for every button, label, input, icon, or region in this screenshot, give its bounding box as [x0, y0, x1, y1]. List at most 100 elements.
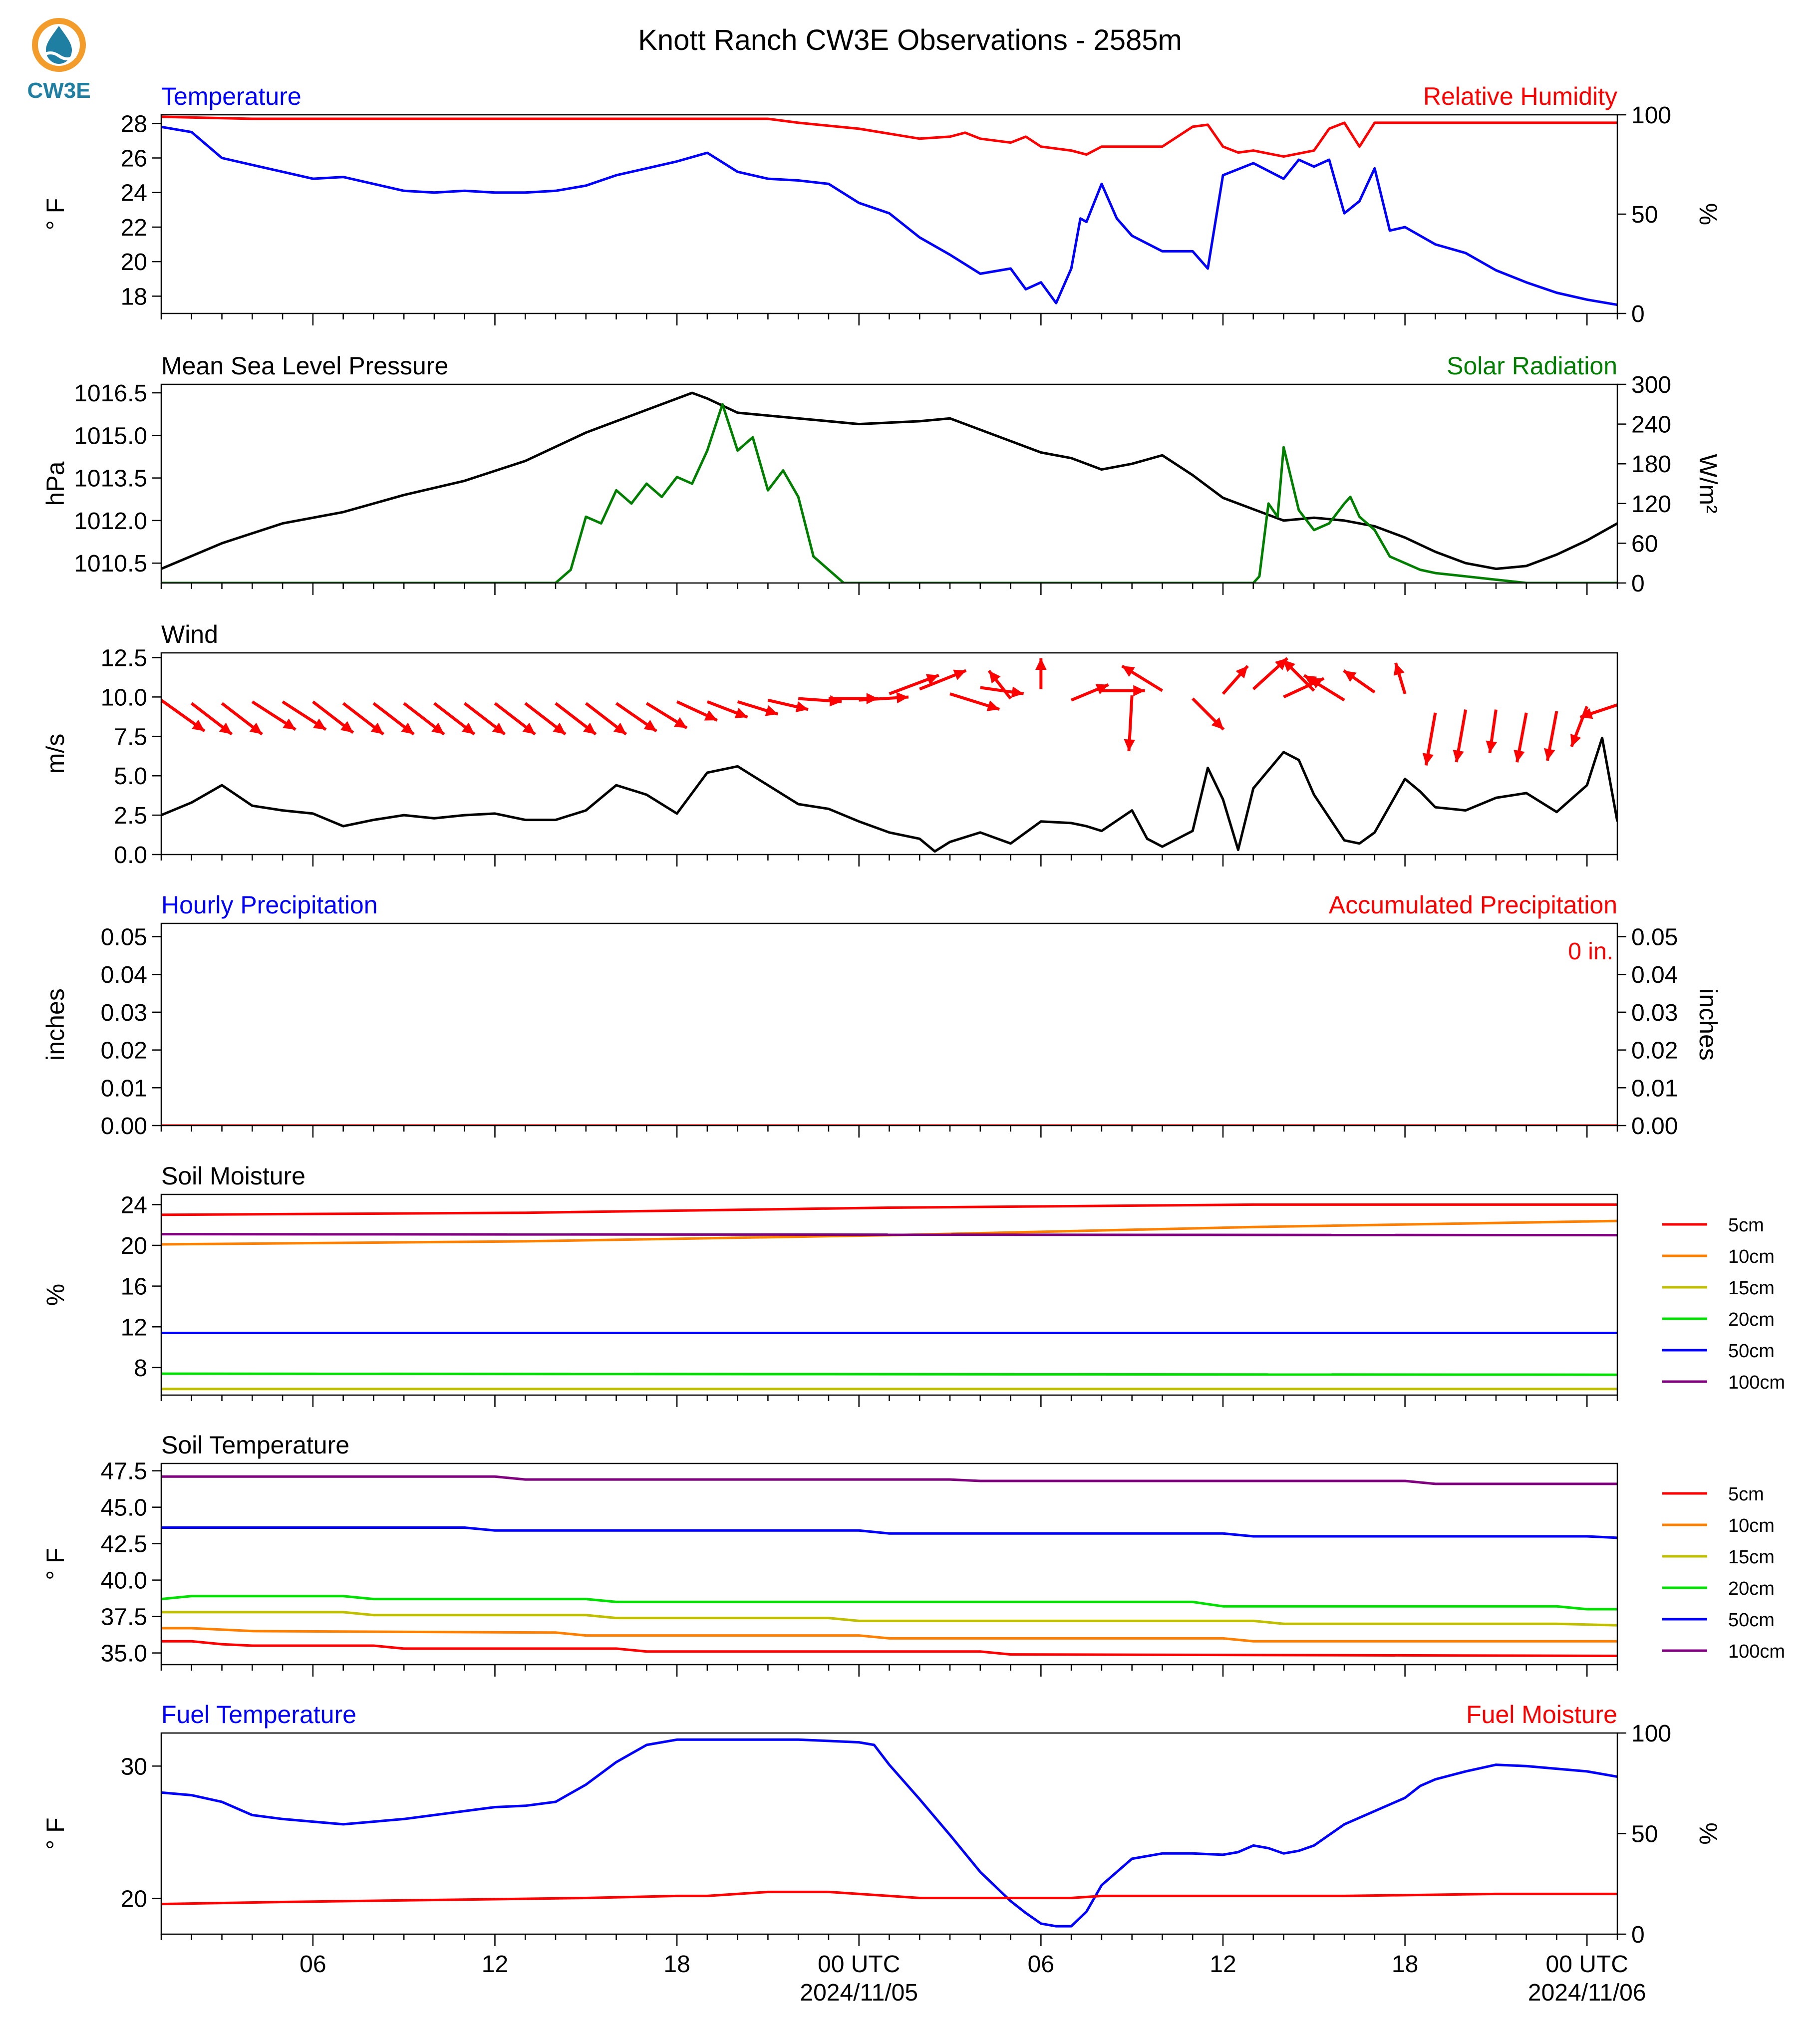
wind-vector [1121, 664, 1164, 692]
wind-vector [737, 700, 779, 716]
y-tick-label: 16 [121, 1274, 147, 1300]
cw3e-logo: CW3E [27, 18, 91, 103]
legend-label: 15cm [1728, 1278, 1775, 1299]
y-right-tick-label: 100 [1631, 102, 1671, 129]
y-axis-label: ° F [41, 1817, 69, 1849]
y-tick-label: 0.01 [101, 1075, 147, 1102]
series-line-10cm [161, 1627, 1617, 1643]
wind-vector-head-icon [704, 710, 717, 721]
panel-plot-area [161, 1738, 1617, 1928]
wind-vector-head-icon [583, 722, 596, 734]
y-tick-label: 24 [121, 180, 147, 207]
wind-vector-head-icon [1486, 740, 1498, 753]
wind-vector-head-icon [492, 722, 505, 734]
y-right-tick-label: 0.03 [1631, 1000, 1678, 1026]
wind-vector [251, 700, 297, 731]
wind-vector [1393, 662, 1407, 694]
panel-fuel: Fuel Temperature Fuel Moisture 20 30 ° F 0 50 1… [41, 1701, 1722, 1948]
wind-vector-head-icon [1343, 670, 1357, 682]
wind-vector-head-icon [613, 722, 626, 734]
y-tick-label: 30 [121, 1753, 147, 1780]
logo-wave-icon [41, 51, 77, 60]
y-tick-label: 5.0 [114, 763, 147, 790]
wind-vector [1221, 665, 1249, 695]
wind-vector [676, 700, 718, 722]
wind-vector [221, 702, 263, 736]
wind-vector [282, 700, 327, 731]
wind-vector-head-icon [1235, 666, 1248, 679]
wind-vector [1453, 709, 1468, 763]
y-right-tick-label: 0.02 [1631, 1038, 1678, 1064]
panel-title-right: Fuel Moisture [1466, 1701, 1617, 1729]
wind-vector [1101, 685, 1145, 697]
legend-label: 10cm [1728, 1246, 1775, 1267]
wind-vector-head-icon [674, 717, 687, 728]
panel-title-right: Relative Humidity [1423, 82, 1617, 110]
wind-vector [1124, 695, 1136, 751]
wind-vector [1282, 658, 1315, 692]
panel-frame [160, 383, 1618, 584]
wind-vector [1252, 657, 1288, 690]
y-tick-label: 0.04 [101, 962, 147, 988]
legend-label: 100cm [1728, 1641, 1785, 1662]
y-tick-label: 2.5 [114, 803, 147, 829]
y-right-axis-label: % [1694, 1822, 1722, 1844]
y-right-tick-label: 50 [1631, 1821, 1658, 1848]
wind-vector [706, 700, 748, 719]
panel-plot-area [161, 657, 1617, 853]
legend-label: 50cm [1728, 1610, 1775, 1631]
wind-vector [1579, 703, 1617, 719]
chart-panels: Temperature Relative Humidity 18 20 22 24 26 28… [41, 82, 1785, 1948]
legend-label: 15cm [1728, 1547, 1775, 1568]
wind-vector [433, 702, 476, 736]
wind-vector [615, 702, 657, 733]
wind-vector [372, 702, 415, 736]
wind-vector [403, 702, 445, 736]
panel-frame [160, 922, 1618, 1127]
y-right-tick-label: 0.01 [1631, 1075, 1678, 1102]
wind-vector [342, 702, 385, 736]
y-tick-label: 22 [121, 215, 147, 241]
series-line-fuel-temperature [161, 1738, 1617, 1928]
x-tick-label: 12 [1210, 1951, 1236, 1978]
wind-vector [1514, 712, 1528, 763]
y-right-tick-label: 100 [1631, 1721, 1671, 1747]
y-tick-label: 35.0 [101, 1641, 147, 1667]
y-tick-label: 42.5 [101, 1531, 147, 1558]
y-tick-label: 20 [121, 1233, 147, 1259]
y-tick-label: 0.00 [101, 1113, 147, 1140]
y-tick-label: 24 [121, 1192, 147, 1218]
wind-vector-head-icon [1544, 748, 1555, 761]
wind-vector-head-icon [522, 722, 536, 734]
y-tick-label: 12 [121, 1314, 147, 1341]
wind-vector-head-icon [1514, 750, 1525, 763]
wind-vector-head-icon [896, 692, 909, 704]
y-tick-label: 20 [121, 1886, 147, 1912]
y-right-axis-label: % [1694, 203, 1722, 225]
y-right-tick-label: 60 [1631, 531, 1658, 557]
panel-pressure_solar: Mean Sea Level Pressure Solar Radiation 10… [41, 352, 1722, 597]
wind-vector-head-icon [925, 674, 939, 685]
series-line-relative-humidity [161, 115, 1617, 158]
wind-vector [889, 674, 939, 695]
wind-vector [312, 700, 354, 734]
y-tick-label: 7.5 [114, 724, 147, 750]
x-date-label: 2024/11/05 [800, 1980, 918, 2006]
y-right-tick-label: 0 [1631, 571, 1645, 597]
x-date-label: 2024/11/06 [1528, 1980, 1646, 2006]
x-tick-label: 18 [1392, 1951, 1418, 1978]
wind-vector-head-icon [734, 707, 748, 718]
wind-vector-head-icon [1095, 684, 1109, 695]
y-right-tick-label: 240 [1631, 412, 1671, 438]
wind-vector-head-icon [1580, 708, 1593, 719]
legend-label: 10cm [1728, 1515, 1775, 1536]
y-tick-label: 1010.5 [74, 551, 147, 577]
wind-vector-head-icon [1422, 753, 1434, 766]
y-tick-label: 1016.5 [74, 380, 147, 407]
wind-vector [987, 669, 1012, 700]
figure-title: Knott Ranch CW3E Observations - 2585m [638, 24, 1182, 56]
y-right-tick-label: 300 [1631, 372, 1671, 398]
series-line-fuel-moisture [161, 1890, 1617, 1906]
